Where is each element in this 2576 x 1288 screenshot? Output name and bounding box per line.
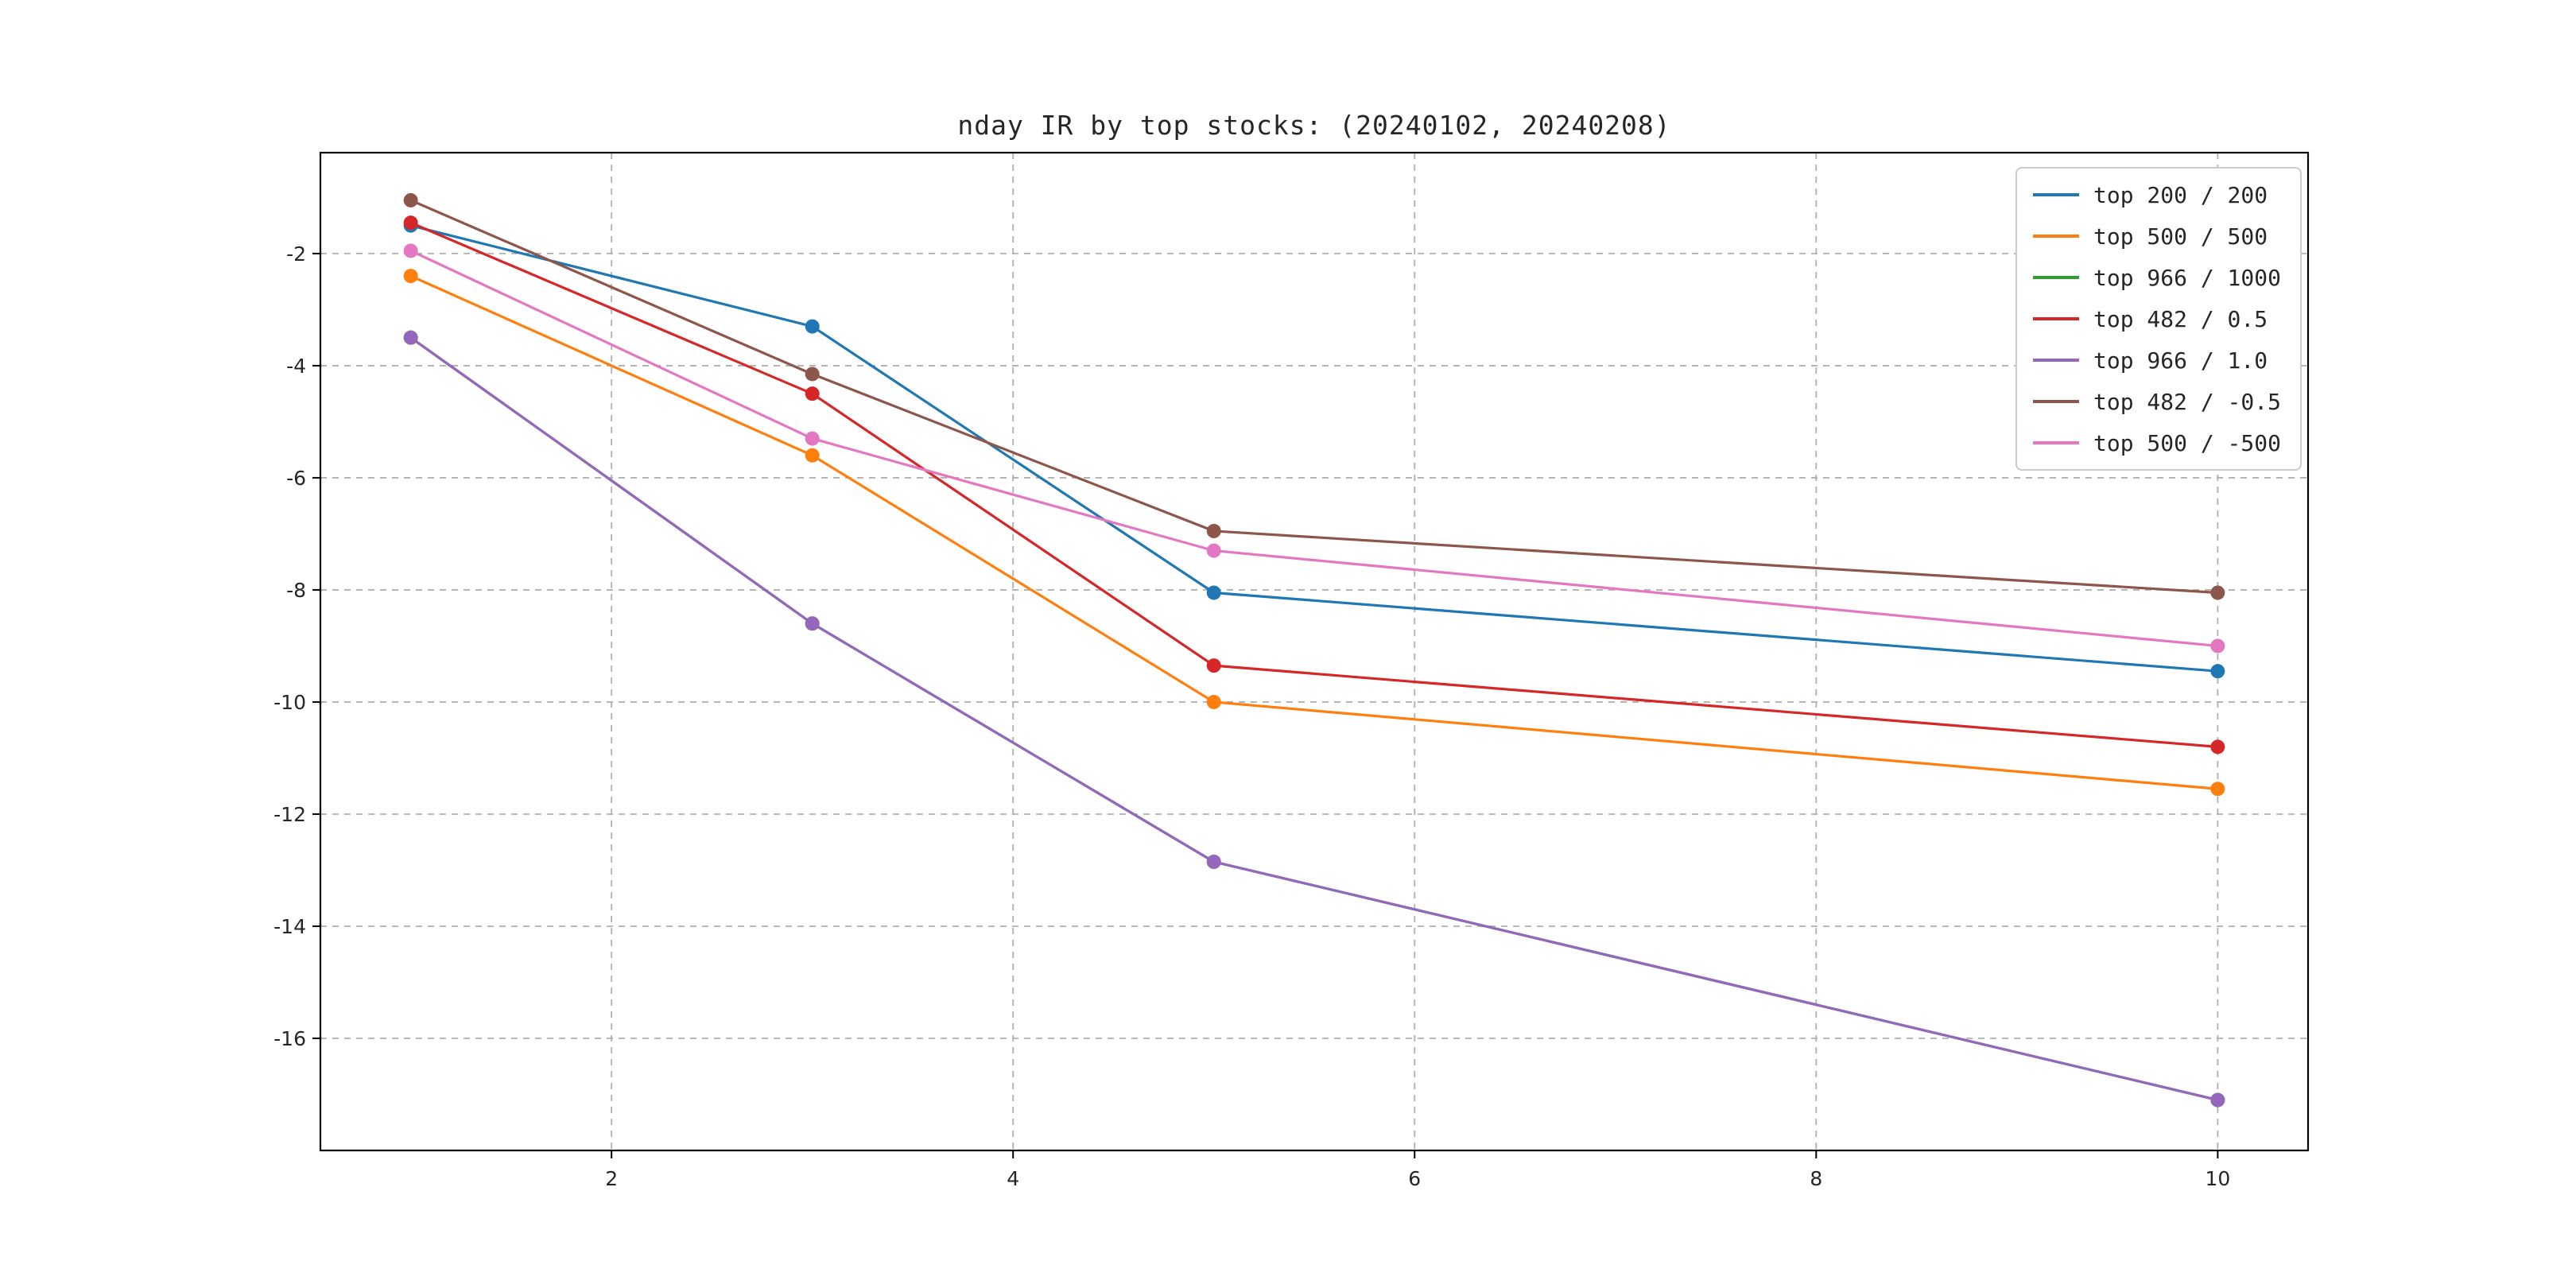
legend-item-6: top 500 / -500 bbox=[2032, 428, 2281, 458]
legend-line-swatch bbox=[2032, 276, 2079, 279]
series-marker-6 bbox=[403, 243, 418, 258]
legend-label: top 966 / 1.0 bbox=[2093, 347, 2268, 374]
series-marker-3 bbox=[1206, 658, 1221, 673]
axes-border bbox=[319, 151, 2310, 1152]
legend-label: top 482 / -0.5 bbox=[2093, 388, 2281, 415]
y-tick-label: -8 bbox=[286, 579, 306, 602]
series-marker-5 bbox=[403, 192, 418, 208]
series-marker-3 bbox=[805, 386, 820, 402]
x-tick-label: 2 bbox=[605, 1167, 618, 1190]
series-line-0 bbox=[409, 224, 2219, 673]
series-marker-1 bbox=[403, 269, 418, 284]
series-marker-4 bbox=[805, 616, 820, 631]
series-marker-4 bbox=[1206, 854, 1221, 869]
legend-label: top 500 / -500 bbox=[2093, 429, 2281, 456]
legend-line-swatch bbox=[2032, 317, 2079, 320]
series-marker-4 bbox=[403, 330, 418, 345]
legend-item-3: top 482 / 0.5 bbox=[2032, 304, 2281, 334]
series-marker-0 bbox=[805, 319, 820, 334]
legend-item-1: top 500 / 500 bbox=[2032, 221, 2281, 251]
series-line-3 bbox=[409, 221, 2219, 748]
y-tick-label: -16 bbox=[274, 1027, 306, 1050]
y-tick-label: -6 bbox=[286, 467, 306, 490]
legend-line-swatch bbox=[2032, 235, 2079, 238]
series-marker-0 bbox=[2210, 664, 2225, 679]
series-marker-6 bbox=[2210, 638, 2225, 654]
series-line-1 bbox=[409, 274, 2219, 790]
series-line-5 bbox=[409, 199, 2219, 595]
legend-line-swatch bbox=[2032, 359, 2079, 362]
legend-label: top 200 / 200 bbox=[2093, 181, 2268, 208]
series-marker-1 bbox=[805, 448, 820, 463]
series-marker-3 bbox=[403, 215, 418, 231]
legend-item-2: top 966 / 1000 bbox=[2032, 262, 2281, 293]
legend-line-swatch bbox=[2032, 193, 2079, 196]
series-marker-6 bbox=[805, 431, 820, 446]
legend: top 200 / 200 top 500 / 500 top 966 / 1000… bbox=[2015, 167, 2302, 471]
legend-line-swatch bbox=[2032, 400, 2079, 403]
x-tick-label: 6 bbox=[1408, 1167, 1421, 1190]
legend-label: top 482 / 0.5 bbox=[2093, 305, 2268, 332]
series-line-2 bbox=[409, 336, 2219, 1102]
series-marker-0 bbox=[1206, 585, 1221, 600]
x-tick-label: 8 bbox=[1810, 1167, 1822, 1190]
series-marker-5 bbox=[2210, 585, 2225, 600]
x-tick-label: 10 bbox=[2205, 1167, 2230, 1190]
chart-title: nday IR by top stocks: (20240102, 202402… bbox=[957, 110, 1671, 141]
legend-line-swatch bbox=[2032, 441, 2079, 444]
legend-item-4: top 966 / 1.0 bbox=[2032, 345, 2281, 375]
y-tick-label: -2 bbox=[286, 242, 306, 266]
series-marker-5 bbox=[805, 367, 820, 382]
y-tick-label: -14 bbox=[274, 915, 306, 938]
series-marker-1 bbox=[2210, 782, 2225, 797]
series-line-6 bbox=[409, 249, 2219, 648]
series-marker-3 bbox=[2210, 739, 2225, 755]
y-tick-label: -4 bbox=[286, 355, 306, 378]
series-marker-5 bbox=[1206, 523, 1221, 538]
legend-item-0: top 200 / 200 bbox=[2032, 180, 2281, 210]
series-line-4 bbox=[409, 336, 2219, 1102]
legend-label: top 966 / 1000 bbox=[2093, 264, 2281, 291]
legend-label: top 500 / 500 bbox=[2093, 223, 2268, 250]
x-tick-label: 4 bbox=[1007, 1167, 1019, 1190]
series-marker-6 bbox=[1206, 543, 1221, 558]
y-tick-label: -10 bbox=[274, 691, 306, 714]
series-marker-4 bbox=[2210, 1092, 2225, 1108]
y-tick-label: -12 bbox=[274, 803, 306, 826]
legend-item-5: top 482 / -0.5 bbox=[2032, 386, 2281, 417]
series-marker-1 bbox=[1206, 694, 1221, 709]
